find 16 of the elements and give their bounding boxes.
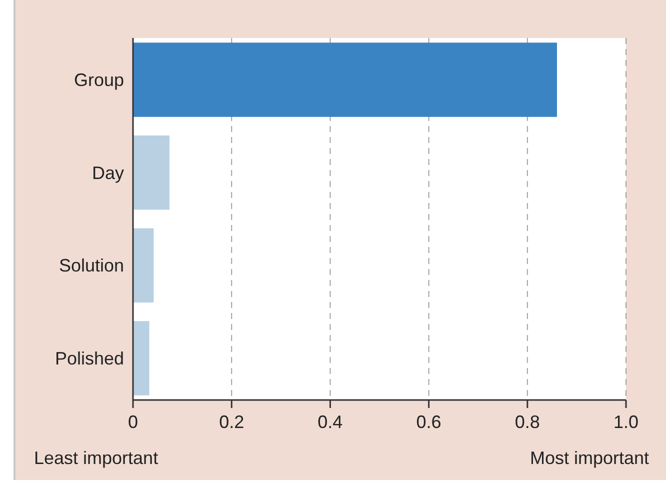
bar — [133, 135, 170, 210]
x-tick-label: 1.0 — [613, 412, 639, 432]
text: Most important — [530, 448, 649, 468]
x-tick-label: 0.6 — [416, 412, 442, 432]
y-tick-label: Polished — [54, 348, 124, 369]
x-tick-label: 0.4 — [318, 412, 343, 432]
x-tick-label: 0.8 — [514, 412, 540, 432]
y-tick-label: Group — [74, 70, 124, 90]
text: Least important — [34, 448, 158, 468]
bar — [133, 228, 154, 303]
bar — [133, 42, 557, 117]
bar — [133, 321, 150, 396]
y-tick-label: Solution — [58, 256, 124, 276]
x-tick-label: 0 — [128, 412, 138, 432]
y-tick-label: Day — [92, 162, 124, 183]
x-tick-label: 0.2 — [219, 412, 244, 432]
